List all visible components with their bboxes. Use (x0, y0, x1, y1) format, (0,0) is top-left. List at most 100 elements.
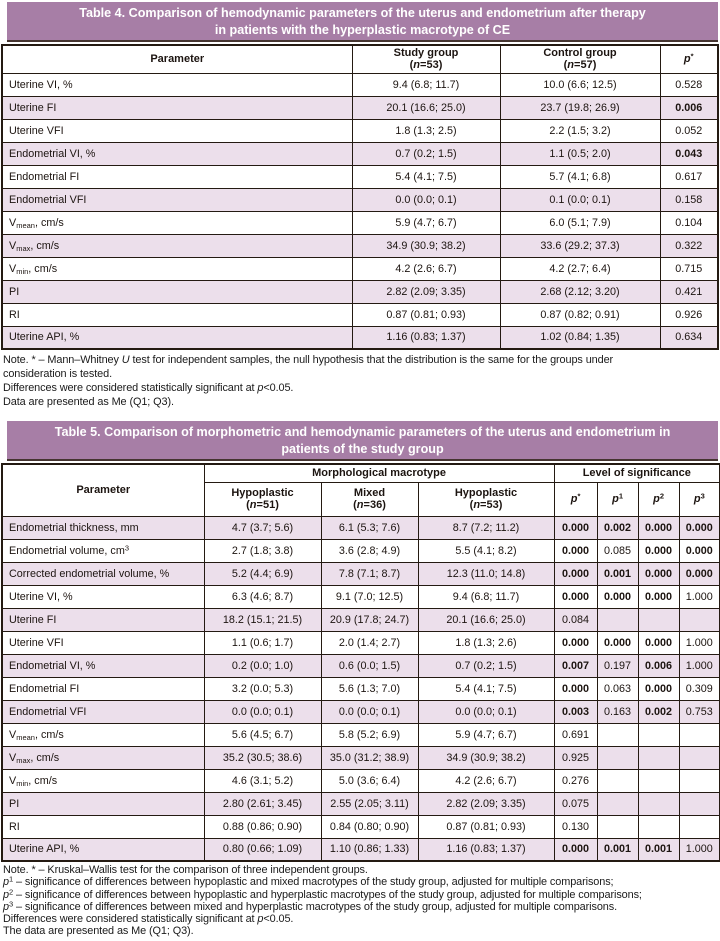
p-value-cell (596, 814, 639, 839)
hypoplastic53-n: (n=53) (469, 499, 503, 511)
value-cell: 7.8 (7.1; 8.7) (320, 561, 419, 586)
value-cell: 1.1 (0.6; 1.7) (203, 630, 322, 655)
p-value-cell: 0.063 (596, 676, 639, 701)
param-cell: Uterine FI (1, 95, 353, 120)
p-value-cell: 1.000 (678, 630, 720, 655)
study-value-cell: 34.9 (30.9; 38.2) (351, 233, 501, 258)
p-value-cell: 0.528 (659, 72, 719, 97)
value-cell: 1.16 (0.83; 1.37) (417, 837, 555, 862)
table5-col-mixed-36: Mixed (n=36) (320, 481, 419, 517)
p-value-cell: 0.000 (553, 676, 598, 701)
control-value-cell: 0.1 (0.0; 0.1) (499, 187, 661, 212)
value-cell: 6.1 (5.3; 7.6) (320, 515, 419, 540)
p-value-cell: 0.075 (553, 791, 598, 816)
control-value-cell: 10.0 (6.6; 12.5) (499, 72, 661, 97)
value-cell: 9.4 (6.8; 11.7) (417, 584, 555, 609)
control-value-cell: 33.6 (29.2; 37.3) (499, 233, 661, 258)
value-cell: 6.3 (4.6; 8.7) (203, 584, 322, 609)
value-cell: 2.7 (1.8; 3.8) (203, 538, 322, 563)
value-cell: 4.6 (3.1; 5.2) (203, 768, 322, 793)
control-value-cell: 2.68 (2.12; 3.20) (499, 279, 661, 304)
table4-title-line2: in patients with the hyperplastic macrot… (214, 23, 511, 37)
mixed36-label: Mixed (353, 486, 386, 499)
value-cell: 12.3 (11.0; 14.8) (417, 561, 555, 586)
table-row: Vmax, cm/s 34.9 (30.9; 38.2) 33.6 (29.2; 3… (1, 233, 719, 258)
table5-group-header-row: Parameter Morphological macrotype Level … (1, 463, 720, 517)
value-cell: 5.6 (4.5; 6.7) (203, 722, 322, 747)
p-value-cell: 0.000 (596, 584, 639, 609)
p-value-cell: 0.001 (596, 561, 639, 586)
study-value-cell: 20.1 (16.6; 25.0) (351, 95, 501, 120)
control-value-cell: 5.7 (4.1; 6.8) (499, 164, 661, 189)
param-cell: Corrected endometrial volume, % (1, 561, 205, 586)
p-value-cell: 0.000 (678, 538, 720, 563)
table4-title-line1: Table 4. Comparison of hemodynamic param… (79, 6, 646, 20)
table5-group-morphological-macrotype: Morphological macrotype (203, 463, 555, 483)
note-line: consideration is tested. (3, 368, 112, 380)
note-line: Note. * – Kruskal–Wallis test for the co… (3, 864, 368, 876)
p-value-cell: 0.130 (553, 814, 598, 839)
value-cell: 34.9 (30.9; 38.2) (417, 745, 555, 770)
value-cell: 2.55 (2.05; 3.11) (320, 791, 419, 816)
param-cell: Endometrial VI, % (1, 141, 353, 166)
control-value-cell: 6.0 (5.1; 7.9) (499, 210, 661, 235)
table-row: Endometrial VI, % 0.7 (0.2; 1.5) 1.1 (0.5;… (1, 141, 719, 166)
table5-subheader-row: Hypoplastic (n=51) Mixed (n=36) Hypoplas… (2, 481, 720, 517)
p-value-cell (596, 768, 639, 793)
param-cell: Uterine VFI (1, 118, 353, 143)
param-cell: RI (1, 814, 205, 839)
value-cell: 1.10 (0.86; 1.33) (320, 837, 419, 862)
p-value-cell (678, 745, 720, 770)
value-cell: 0.0 (0.0; 0.1) (417, 699, 555, 724)
study-value-cell: 0.87 (0.81; 0.93) (351, 302, 501, 327)
param-cell: PI (1, 791, 205, 816)
hypoplastic51-label: Hypoplastic (231, 486, 294, 499)
p-value-cell: 0.691 (553, 722, 598, 747)
p-value-cell: 0.084 (553, 607, 598, 632)
table5-group-level-of-significance: Level of significance (553, 463, 720, 483)
table4: Parameter Study group (n=53) Control gro… (1, 44, 719, 350)
table4-col-study-group: Study group (n=53) (351, 44, 501, 74)
control-value-cell: 23.7 (19.8; 26.9) (499, 95, 661, 120)
table-row: Endometrial thickness, mm 4.7 (3.7; 5.6) 6… (1, 515, 720, 540)
p-value-cell (678, 768, 720, 793)
param-cell: Endometrial FI (1, 676, 205, 701)
table4-col-control-group: Control group (n=57) (499, 44, 661, 74)
table-row: Vmin, cm/s 4.6 (3.1; 5.2) 5.0 (3.6; 6.4) 4.… (1, 768, 720, 793)
value-cell: 4.7 (3.7; 5.6) (203, 515, 322, 540)
param-cell: Uterine API, % (1, 837, 205, 862)
value-cell: 3.2 (0.0; 5.3) (203, 676, 322, 701)
p-value-cell: 0.000 (553, 561, 598, 586)
table-row: Uterine FI 20.1 (16.6; 25.0) 23.7 (19.8; 2… (1, 95, 719, 120)
p-value-cell: 0.043 (659, 141, 719, 166)
table-row: Endometrial VFI 0.0 (0.0; 0.1) 0.1 (0.0; 0… (1, 187, 719, 212)
param-cell: Uterine API, % (1, 325, 353, 350)
p-value-cell: 0.000 (553, 837, 598, 862)
p-value-cell (637, 791, 680, 816)
p-value-cell (637, 814, 680, 839)
value-cell: 35.0 (31.2; 38.9) (320, 745, 419, 770)
param-cell: Vmin, cm/s (1, 768, 205, 793)
p-value-cell: 0.926 (659, 302, 719, 327)
p-value-cell: 0.006 (659, 95, 719, 120)
p-value-cell: 0.000 (678, 515, 720, 540)
p-value-cell (637, 745, 680, 770)
value-cell: 0.0 (0.0; 0.1) (320, 699, 419, 724)
param-cell: PI (1, 279, 353, 304)
param-cell: Endometrial VI, % (1, 653, 205, 678)
p-value-cell: 0.322 (659, 233, 719, 258)
value-cell: 8.7 (7.2; 11.2) (417, 515, 555, 540)
value-cell: 9.1 (7.0; 12.5) (320, 584, 419, 609)
value-cell: 2.80 (2.61; 3.45) (203, 791, 322, 816)
p-value-cell (596, 791, 639, 816)
study-value-cell: 5.4 (4.1; 7.5) (351, 164, 501, 189)
p-value-cell: 0.007 (553, 653, 598, 678)
p-value-cell (637, 607, 680, 632)
param-cell: Vmean, cm/s (1, 722, 205, 747)
table5-col-p3: p3 (678, 481, 720, 517)
table5-title-line2: patients of the study group (281, 442, 444, 456)
hypoplastic53-label: Hypoplastic (454, 486, 518, 499)
table5-col-p-star: p* (553, 481, 598, 517)
p-value-cell: 0.000 (596, 630, 639, 655)
